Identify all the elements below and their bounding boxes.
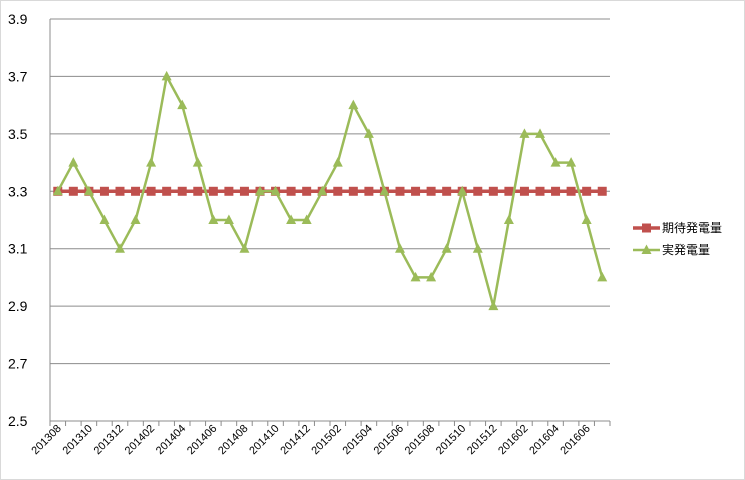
legend-marker-actual (641, 244, 652, 254)
y-tick-label: 3.3 (8, 183, 28, 199)
data-point-actual (332, 157, 343, 167)
data-point-expected (519, 186, 529, 196)
data-point-expected (395, 186, 405, 196)
data-point-expected (333, 186, 343, 196)
data-point-actual (597, 271, 608, 282)
data-point-actual (363, 128, 374, 138)
data-point-actual (177, 99, 188, 110)
data-point-expected (286, 186, 296, 196)
data-point-expected (566, 186, 576, 196)
y-tick-label: 3.1 (8, 241, 28, 257)
data-point-expected (411, 186, 421, 196)
data-point-actual (223, 214, 234, 224)
data-point-actual (255, 185, 265, 196)
y-tick-label: 3.9 (8, 11, 28, 27)
data-point-expected (302, 186, 312, 196)
data-point-actual (52, 185, 63, 196)
data-point-actual (317, 185, 328, 196)
data-point-expected (551, 186, 561, 196)
data-point-expected (99, 186, 109, 196)
data-point-actual (519, 128, 530, 138)
data-point-expected (239, 186, 249, 196)
data-point-expected (162, 186, 172, 196)
data-point-expected (177, 186, 187, 196)
data-point-actual (472, 243, 483, 253)
data-point-actual (239, 243, 250, 253)
data-point-actual (441, 243, 452, 253)
data-point-actual (115, 243, 125, 253)
data-point-actual (535, 128, 545, 138)
data-point-actual (208, 214, 219, 224)
data-point-actual (348, 99, 359, 110)
data-point-expected (115, 186, 125, 196)
y-tick-label: 3.5 (8, 126, 28, 142)
data-point-actual (99, 214, 110, 224)
data-point-expected (208, 186, 218, 196)
data-point-expected (131, 186, 141, 196)
data-point-actual (457, 185, 468, 196)
data-point-actual (379, 185, 390, 196)
y-tick-label: 2.5 (8, 413, 28, 429)
data-point-expected (426, 186, 436, 196)
data-point-actual (581, 214, 592, 224)
data-point-expected (442, 186, 452, 196)
data-point-expected (224, 186, 234, 196)
data-point-actual (426, 271, 437, 282)
data-point-actual (566, 157, 577, 167)
data-point-expected (504, 186, 514, 196)
data-point-expected (68, 186, 78, 196)
data-point-actual (68, 157, 79, 167)
data-point-expected (146, 186, 156, 196)
legend-label-1: 期待発電量 (662, 221, 722, 235)
data-point-expected (473, 186, 483, 196)
data-point-actual (410, 271, 421, 282)
data-point-expected (364, 186, 374, 196)
y-tick-label: 3.7 (8, 68, 28, 84)
data-point-actual (192, 157, 203, 167)
data-point-actual (83, 185, 94, 196)
data-point-expected (348, 186, 358, 196)
data-point-actual (146, 157, 157, 167)
data-point-actual (550, 157, 561, 167)
data-point-expected (535, 186, 545, 196)
data-point-expected (488, 186, 498, 196)
legend-marker-expected (642, 223, 651, 233)
data-point-actual (161, 70, 172, 81)
data-point-expected (597, 186, 607, 196)
data-point-actual (395, 243, 405, 253)
legend-label-2: 実発電量 (662, 242, 710, 257)
data-point-actual (130, 214, 141, 224)
data-point-actual (270, 185, 281, 196)
data-point-expected (193, 186, 203, 196)
data-point-expected (582, 186, 592, 196)
data-point-actual (286, 214, 297, 224)
data-point-actual (301, 214, 312, 224)
data-point-actual (488, 300, 499, 311)
y-tick-label: 2.7 (8, 356, 28, 372)
series-line-2 (56, 75, 604, 308)
data-point-actual (503, 214, 514, 224)
y-tick-label: 2.9 (8, 298, 28, 314)
